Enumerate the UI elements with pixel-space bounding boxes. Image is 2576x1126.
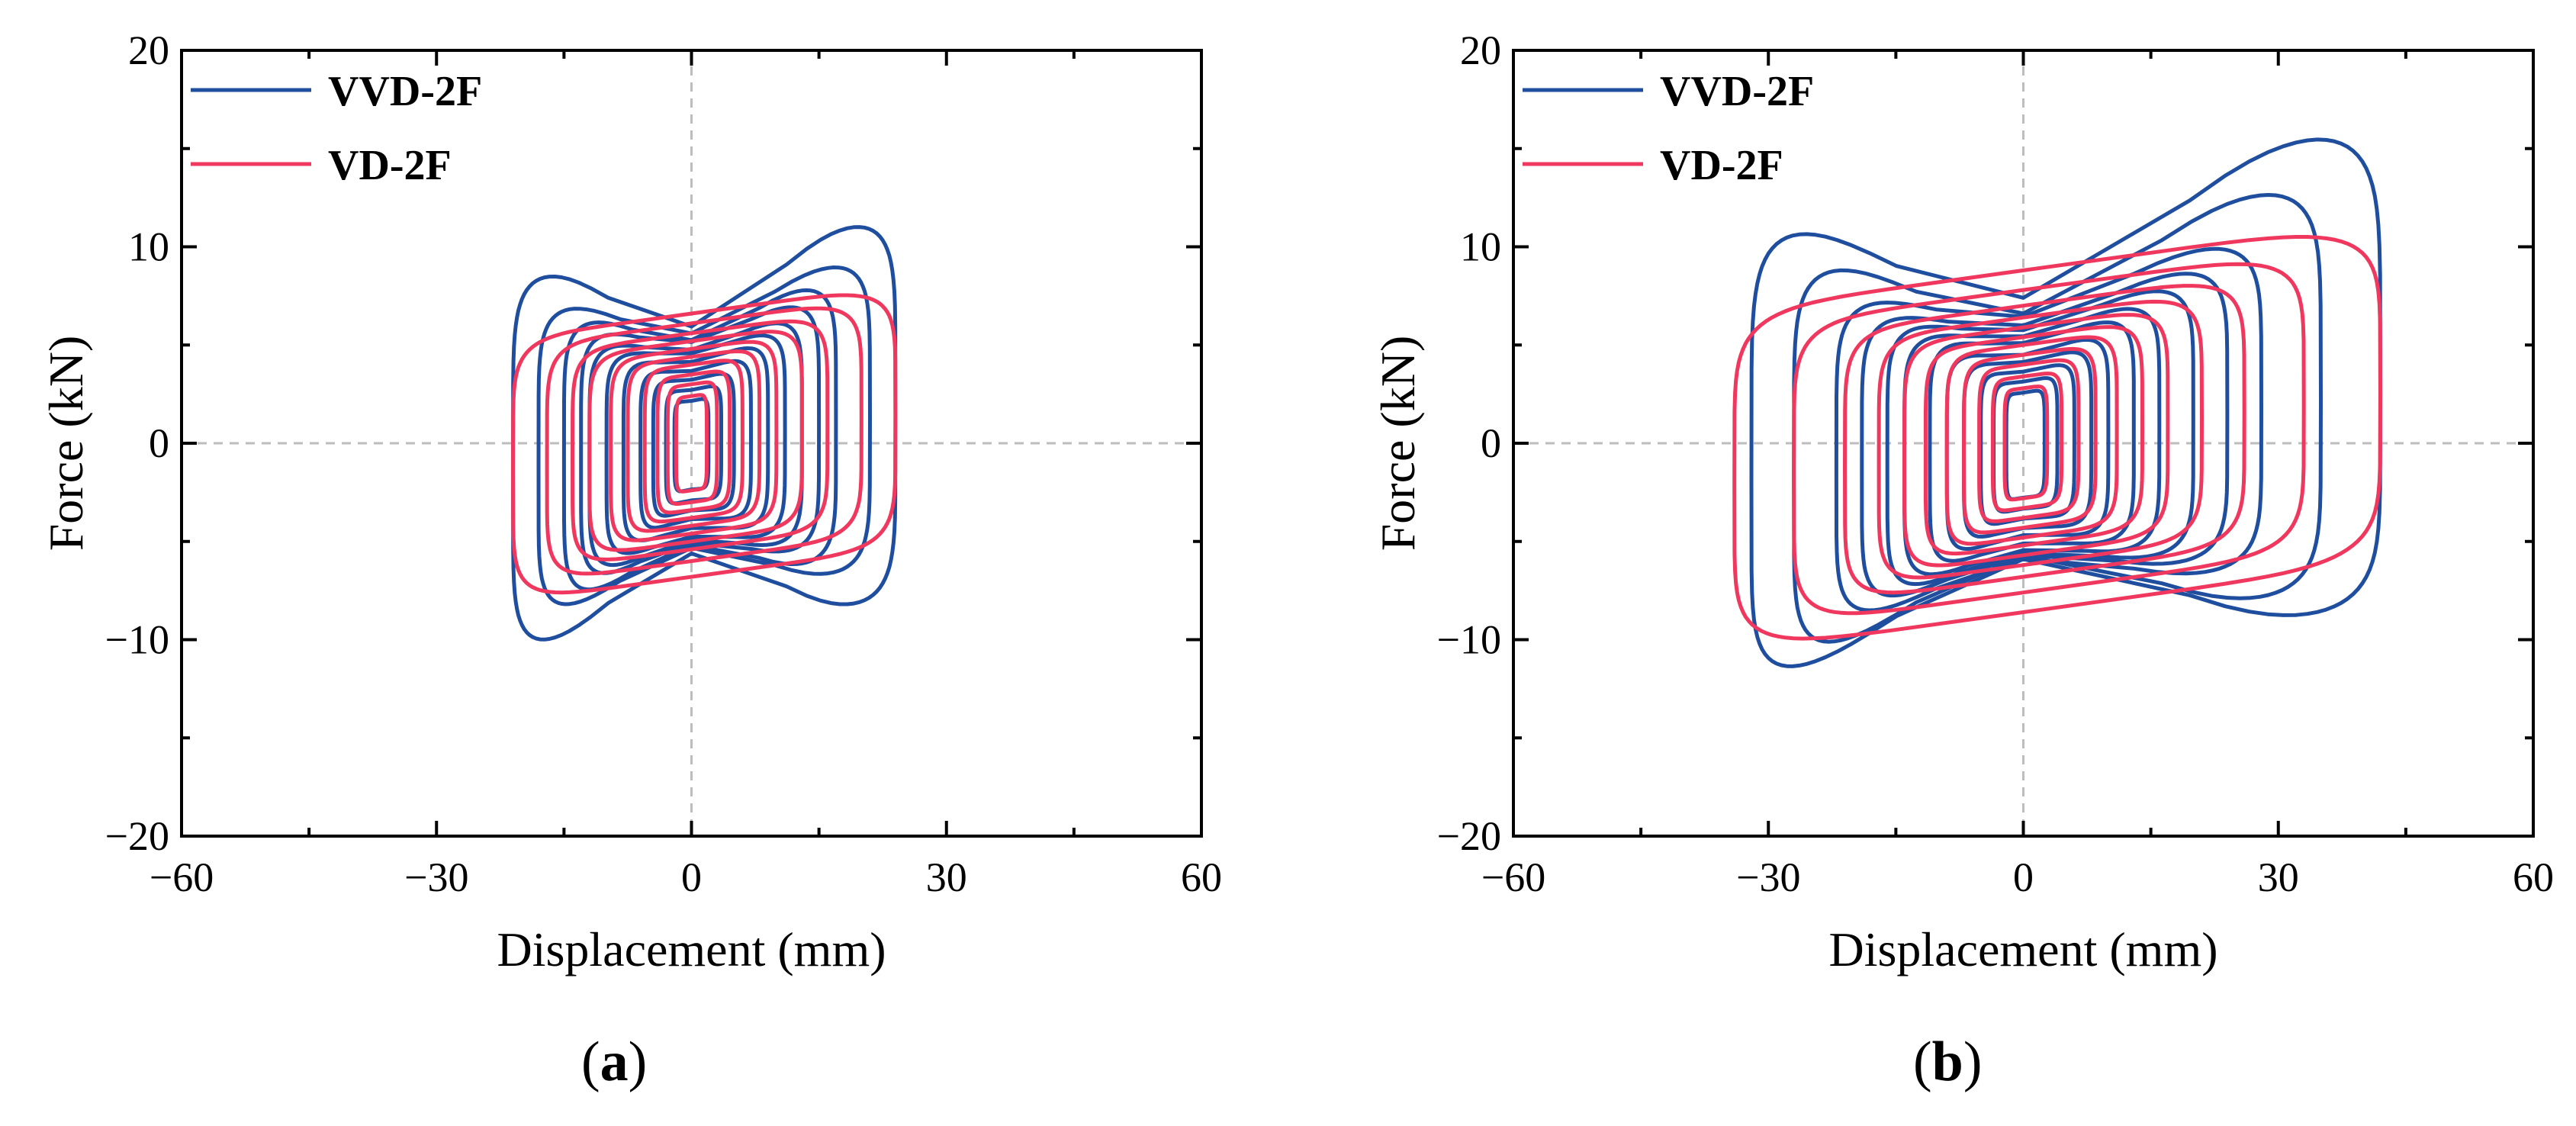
hysteresis-loop-vvd-2f-10 (672, 397, 711, 494)
x-axis-title: Displacement (mm) (497, 922, 886, 976)
hysteresis-loop-vvd-2f-2 (1834, 246, 2263, 613)
y-tick-label: 0 (149, 420, 169, 466)
series-vvd-2f (1749, 137, 2382, 668)
hysteresis-chart-a: −60 −30 0 30 60 −20 −10 0 10 20 Displacement (mm) F… (39, 27, 1222, 976)
y-tick-label: 10 (128, 224, 169, 270)
hysteresis-loop-vvd-2f-7 (638, 359, 753, 530)
hysteresis-loop-vvd-2f-1 (536, 265, 872, 606)
hysteresis-loop-vd-2f-3 (1877, 299, 2204, 580)
series-vvd-2f (511, 225, 898, 642)
hysteresis-loop-vd-2f-5 (1923, 325, 2144, 556)
x-tick-label: −30 (1736, 854, 1800, 900)
series-vd-2f (1732, 235, 2382, 641)
hysteresis-loop-vd-2f-2 (1843, 284, 2246, 595)
legend-label-vvd-2f: VVD-2F (328, 68, 482, 115)
hysteresis-loop-vd-2f-7 (655, 369, 732, 515)
hysteresis-loop-vd-2f-8 (1977, 358, 2081, 523)
hysteresis-loop-vvd-2f-5 (604, 333, 787, 555)
x-tick-label: 60 (2513, 854, 2554, 900)
x-tick-label: −30 (404, 854, 468, 900)
hysteresis-loop-vd-2f-1 (1792, 262, 2306, 616)
legend-label-vvd-2f: VVD-2F (1660, 68, 1814, 115)
hysteresis-loop-vvd-2f-4 (1885, 289, 2195, 587)
hysteresis-loop-vd-2f-8 (665, 380, 719, 506)
hysteresis-loop-vd-2f-9 (674, 393, 709, 494)
y-tick-label: 20 (128, 27, 169, 73)
x-tick-label: −60 (1481, 854, 1545, 900)
x-tick-label: 30 (926, 854, 967, 900)
y-tick-label: −20 (1437, 813, 1501, 859)
panel-label-b: (b) (1913, 1031, 1983, 1093)
hysteresis-loop-vd-2f-6 (1944, 335, 2119, 546)
hysteresis-loop-vd-2f-4 (1902, 313, 2170, 568)
series-vd-2f (511, 293, 898, 595)
hysteresis-loop-vd-2f-1 (545, 306, 863, 576)
hysteresis-loop-vd-2f-2 (571, 319, 830, 561)
x-tick-label: 0 (2013, 854, 2034, 900)
hysteresis-loop-vvd-2f-6 (1928, 320, 2136, 563)
hysteresis-loop-vvd-2f-11 (2004, 388, 2047, 501)
hysteresis-loop-vd-2f-0 (511, 293, 898, 595)
y-axis-title: Force (kN) (1371, 336, 1425, 552)
hysteresis-loop-vd-2f-10 (2002, 384, 2050, 502)
legend-label-vd-2f: VD-2F (328, 142, 452, 189)
hysteresis-chart-b: −60 −30 0 30 60 −20 −10 0 10 20 Displacement (mm) F… (1371, 27, 2554, 976)
x-axis-title: Displacement (mm) (1828, 922, 2217, 976)
y-tick-label: −10 (1437, 617, 1501, 663)
x-tick-label: −60 (150, 854, 214, 900)
x-tick-label: 0 (681, 854, 702, 900)
hysteresis-loop-vd-2f-7 (1962, 346, 2098, 535)
hysteresis-loop-vd-2f-0 (1732, 235, 2382, 641)
x-tick-label: 30 (2258, 854, 2299, 900)
hysteresis-loop-vd-2f-5 (626, 349, 762, 533)
hysteresis-loop-vd-2f-4 (609, 339, 779, 542)
chart-panel-b: −60 −30 0 30 60 −20 −10 0 10 20 Displacement (mm) F… (1332, 0, 2576, 1126)
legend-label-vd-2f: VD-2F (1660, 142, 1783, 189)
hysteresis-loop-vd-2f-3 (587, 330, 804, 552)
chart-panel-a: −60 −30 0 30 60 −20 −10 0 10 20 Displacement (mm) F… (39, 27, 1222, 1093)
y-tick-label: 0 (1481, 420, 1501, 466)
hysteresis-loop-vd-2f-6 (642, 359, 744, 524)
y-tick-label: −20 (105, 813, 169, 859)
hysteresis-loop-vvd-2f-3 (1860, 272, 2230, 598)
y-tick-label: −10 (105, 617, 169, 663)
hysteresis-loop-vvd-2f-0 (1749, 137, 2382, 668)
hysteresis-loop-vd-2f-9 (1990, 372, 2064, 513)
y-axis-title: Force (kN) (39, 336, 93, 552)
panel-label-a: (a) (581, 1031, 648, 1093)
y-tick-label: 20 (1460, 27, 1501, 73)
x-tick-label: 60 (1181, 854, 1222, 900)
y-tick-label: 10 (1460, 224, 1501, 270)
